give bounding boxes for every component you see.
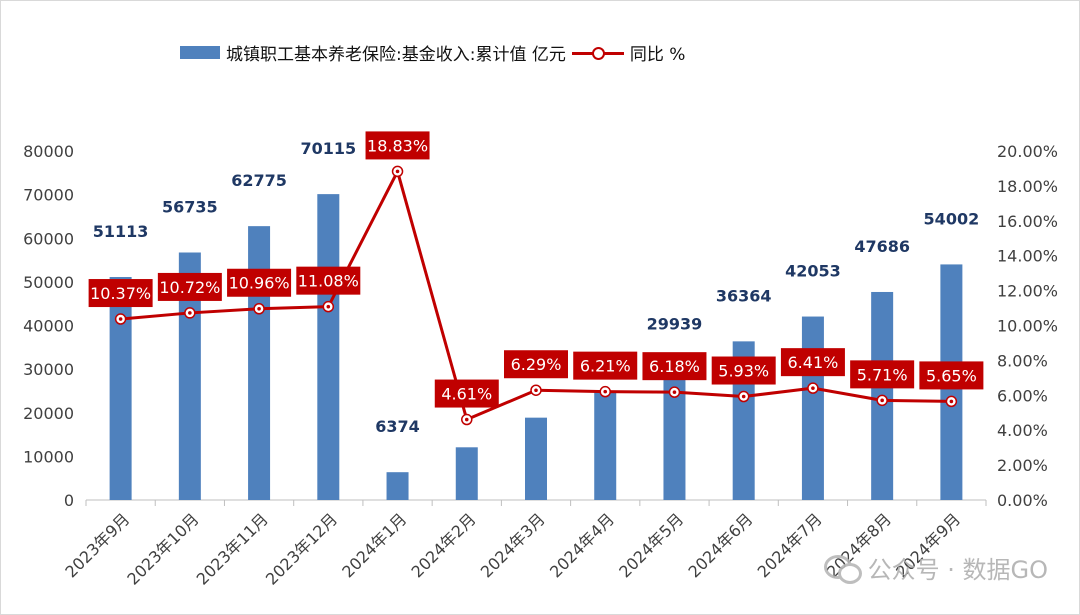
x-tick-label: 2024年2月	[408, 509, 480, 581]
yoy-label-box	[296, 266, 361, 295]
bar	[525, 417, 547, 500]
x-tick-label: 2024年7月	[754, 509, 826, 581]
yoy-point-dot	[949, 399, 954, 404]
bar-value-label: 70115	[300, 139, 356, 158]
yoy-point-dot	[257, 306, 261, 311]
yoy-label-box	[711, 356, 776, 385]
x-tick-label: 2023年11月	[193, 509, 272, 588]
watermark-text: 公众号 · 数据GO	[867, 556, 1048, 584]
bar	[801, 316, 824, 500]
bar-value-label: 54002	[924, 209, 980, 228]
yoy-point-dot	[603, 389, 608, 394]
yoy-label: 6.18%	[649, 357, 700, 376]
yoy-label: 6.29%	[511, 355, 562, 374]
yoy-point-dot	[395, 169, 400, 174]
yoy-label-box	[780, 348, 845, 377]
bar-value-label: 56735	[162, 197, 218, 216]
y-right-tick-label: 6.00%	[997, 386, 1048, 405]
bar	[594, 391, 617, 500]
y-right-tick-label: 20.00%	[997, 142, 1058, 161]
bar-value-label: 42053	[785, 262, 841, 281]
x-tick-label: 2024年4月	[546, 509, 618, 581]
yoy-label-box	[573, 351, 638, 380]
bar	[248, 226, 271, 501]
yoy-point-dot	[811, 386, 815, 390]
bar	[109, 277, 132, 500]
bar	[455, 447, 478, 500]
wechat-icon	[823, 553, 862, 584]
yoy-label: 6.41%	[788, 353, 839, 372]
x-tick-label: 2023年10月	[123, 509, 202, 588]
y-right-tick-label: 2.00%	[997, 456, 1048, 475]
yoy-label-box	[157, 272, 222, 301]
chart-legend: 城镇职工基本养老保险:基金收入:累计值 亿元 同比 %	[180, 40, 685, 65]
yoy-label: 10.96%	[229, 274, 290, 293]
legend-line-swatch	[571, 46, 624, 60]
yoy-label: 10.37%	[90, 284, 151, 303]
x-tick-label: 2024年5月	[615, 509, 687, 581]
yoy-label-box	[227, 268, 292, 297]
yoy-label-box	[88, 279, 153, 308]
yoy-label: 5.71%	[857, 365, 908, 384]
y-left-tick-label: 80000	[23, 142, 74, 161]
bar-value-label: 29939	[647, 314, 703, 333]
yoy-label-box	[504, 350, 568, 379]
y-left-tick-label: 30000	[23, 360, 74, 379]
yoy-label: 4.61%	[441, 385, 492, 404]
yoy-label: 18.83%	[367, 136, 428, 155]
bar-value-label: 51113	[93, 222, 149, 241]
y-left-tick-label: 60000	[23, 229, 74, 248]
legend-line-label: 同比 %	[629, 45, 686, 65]
yoy-point-dot	[464, 417, 469, 422]
x-tick-label: 2024年6月	[684, 509, 756, 581]
legend-bar-swatch	[180, 46, 220, 59]
bar	[317, 194, 340, 501]
x-tick-label: 2023年9月	[61, 509, 133, 581]
x-tick-label: 2024年3月	[477, 509, 549, 581]
x-tick-label: 2024年1月	[338, 509, 410, 581]
bar-value-label: 62775	[231, 171, 287, 190]
yoy-label-box	[642, 352, 707, 381]
yoy-label-box	[434, 379, 499, 408]
yoy-point-dot	[880, 398, 884, 403]
y-left-tick-label: 10000	[23, 447, 74, 466]
yoy-label: 10.72%	[159, 278, 220, 297]
yoy-label: 11.08%	[298, 272, 359, 291]
yoy-point-dot	[118, 317, 123, 321]
y-right-tick-label: 16.00%	[997, 212, 1058, 231]
legend-bar-label: 城镇职工基本养老保险:基金收入:累计值 亿元	[226, 45, 566, 65]
yoy-point-dot	[326, 304, 331, 309]
y-right-tick-label: 10.00%	[997, 317, 1058, 336]
yoy-label: 5.93%	[718, 362, 769, 381]
yoy-label: 6.21%	[580, 357, 631, 376]
yoy-point-dot	[672, 390, 677, 394]
y-left-tick-label: 20000	[23, 404, 74, 423]
yoy-point-dot	[188, 311, 192, 315]
yoy-label-box	[919, 361, 984, 390]
y-right-tick-label: 0.00%	[997, 491, 1048, 510]
yoy-point-dot	[741, 394, 746, 399]
y-right-tick-label: 12.00%	[997, 282, 1058, 301]
y-right-tick-label: 14.00%	[997, 247, 1058, 266]
yoy-label: 5.65%	[926, 366, 977, 385]
y-left-tick-label: 50000	[23, 273, 74, 292]
watermark: 公众号 · 数据GO	[823, 550, 1048, 585]
bar	[663, 369, 686, 500]
x-tick-label: 2023年12月	[262, 509, 341, 588]
bar-value-label: 6374	[375, 417, 420, 436]
yoy-point-dot	[534, 388, 538, 393]
y-right-tick-label: 8.00%	[997, 351, 1048, 370]
yoy-label-box	[365, 131, 430, 160]
y-left-tick-label: 40000	[23, 317, 74, 336]
y-right-tick-label: 18.00%	[997, 177, 1058, 196]
y-left-tick-label: 70000	[23, 186, 74, 205]
bar	[386, 472, 409, 500]
bar-value-label: 36364	[716, 286, 772, 305]
y-left-tick-label: 0	[64, 491, 74, 510]
y-right-tick-label: 4.00%	[997, 421, 1048, 440]
bar-value-label: 47686	[854, 237, 910, 256]
yoy-label-box	[850, 360, 915, 389]
